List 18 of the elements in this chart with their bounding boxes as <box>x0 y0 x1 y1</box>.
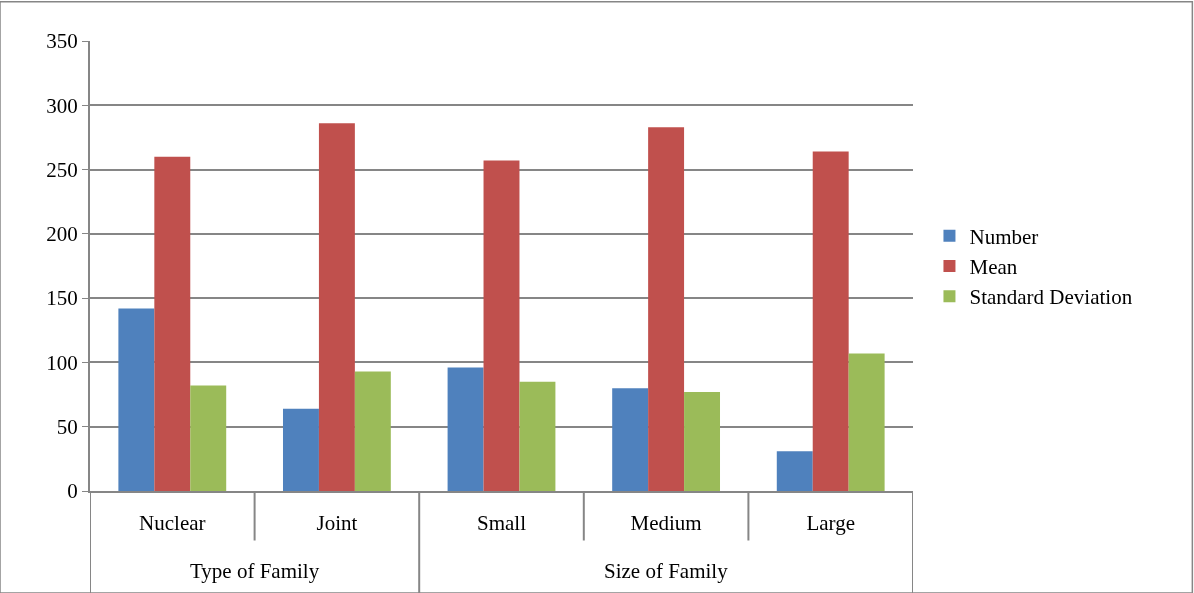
legend-label: Mean <box>969 255 1018 280</box>
y-tick-label: 350 <box>46 29 78 54</box>
legend-label: Number <box>969 224 1039 249</box>
y-tick-label: 100 <box>46 350 78 375</box>
y-tick-label: 250 <box>46 157 78 182</box>
y-tick-label: 200 <box>46 222 78 247</box>
text: Type of Family <box>190 559 320 583</box>
x-tick-label: Nuclear <box>139 511 206 536</box>
x-tick-label: Joint <box>316 511 358 536</box>
x-tick-label: Small <box>476 511 527 536</box>
y-tick-label: 0 <box>67 479 78 504</box>
y-tick-label: 150 <box>46 286 78 311</box>
y-tick-label: 50 <box>56 415 78 440</box>
text: Size of Family <box>604 559 729 583</box>
x-tick-label: Medium <box>630 511 702 536</box>
x-tick-label: Large <box>806 511 855 536</box>
y-tick-label: 300 <box>46 93 78 118</box>
legend-label: Standard Deviation <box>969 285 1133 310</box>
